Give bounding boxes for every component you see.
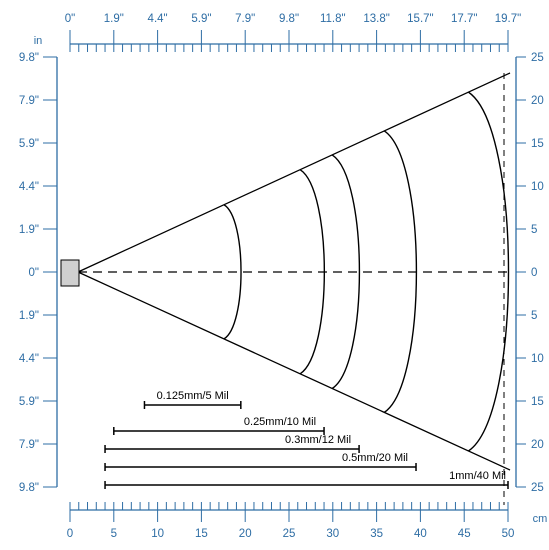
range-bars: 0.125mm/5 Mil 0.25mm/10 Mil 0.3mm/12 Mil 0.… (104, 390, 509, 489)
left-axis-label: 5.9" (19, 396, 39, 408)
range-arc (383, 130, 418, 413)
bottom-axis-label: 30 (326, 528, 339, 540)
top-axis-label: 1.9" (104, 13, 124, 25)
inch-unit-label: in (34, 35, 43, 47)
range-bar: 1mm/40 Mil (104, 470, 509, 489)
scanner-icon (60, 259, 80, 287)
range-arc (331, 154, 361, 390)
right-axis-label: 25 (531, 52, 544, 64)
scan-field (77, 72, 511, 505)
right-axis-label: 5 (531, 310, 537, 322)
top-axis-label: 5.9" (191, 13, 211, 25)
top-axis-label: 9.8" (279, 13, 299, 25)
bottom-axis-label: 35 (370, 528, 383, 540)
top-axis-label: 7.9" (235, 13, 255, 25)
bottom-axis-label: 5 (111, 528, 117, 540)
range-bar-label: 0.3mm/12 Mil (285, 434, 351, 446)
left-axis-label: 0" (29, 267, 39, 279)
bottom-cm-ruler: 0 5 10 15 20 25 30 35 40 45 50 (67, 502, 515, 540)
right-axis-label: 15 (531, 396, 544, 408)
bottom-axis-label: 25 (283, 528, 296, 540)
left-axis-label: 1.9" (19, 310, 39, 322)
left-axis-label: 7.9" (19, 95, 39, 107)
left-axis-label: 5.9" (19, 138, 39, 150)
cm-unit-label: cm (533, 513, 548, 525)
left-axis-label: 9.8" (19, 482, 39, 494)
field-upper-edge (77, 72, 511, 273)
range-arc (223, 204, 242, 340)
top-axis-label: 4.4" (148, 13, 168, 25)
right-axis-label: 20 (531, 439, 544, 451)
range-bar-label: 1mm/40 Mil (449, 470, 506, 482)
range-bar-label: 0.125mm/5 Mil (157, 390, 229, 402)
left-axis-label: 7.9" (19, 439, 39, 451)
left-axis-label: 4.4" (19, 353, 39, 365)
right-axis-label: 5 (531, 224, 537, 236)
left-axis-label: 4.4" (19, 181, 39, 193)
range-bar: 0.25mm/10 Mil (113, 416, 325, 435)
right-axis-label: 10 (531, 353, 544, 365)
range-bar-label: 0.25mm/10 Mil (244, 416, 316, 428)
bottom-axis-label: 20 (239, 528, 252, 540)
right-axis-label: 10 (531, 181, 544, 193)
range-bar-label: 0.5mm/20 Mil (342, 452, 408, 464)
bottom-axis-label: 45 (458, 528, 471, 540)
right-axis-label: 25 (531, 482, 544, 494)
top-axis-label: 15.7" (407, 13, 433, 25)
left-inch-axis: 9.8" 7.9" 5.9" 4.4" 1.9" 0" 1.9" 4.4" 5.9" 7.9" 9.… (19, 52, 58, 494)
bottom-axis-label: 50 (502, 528, 515, 540)
right-axis-label: 20 (531, 95, 544, 107)
top-axis-label: 19.7" (495, 13, 521, 25)
top-axis-label: 0" (65, 13, 75, 25)
range-bar: 0.3mm/12 Mil (104, 434, 360, 453)
range-bar: 0.125mm/5 Mil (143, 390, 242, 409)
range-arc (299, 169, 326, 375)
top-axis-label: 11.8" (320, 13, 346, 25)
right-cm-axis: 25 20 15 10 5 0 5 10 15 20 25 (515, 52, 544, 494)
right-axis-label: 0 (531, 267, 537, 279)
bottom-axis-label: 0 (67, 528, 73, 540)
right-axis-label: 15 (531, 138, 544, 150)
range-bar: 0.5mm/20 Mil (104, 452, 417, 471)
range-arc (468, 91, 510, 452)
bottom-axis-label: 10 (151, 528, 164, 540)
bottom-axis-label: 40 (414, 528, 427, 540)
left-axis-label: 1.9" (19, 224, 39, 236)
left-axis-label: 9.8" (19, 52, 39, 64)
top-inch-ruler: 0" 1.9" 4.4" 5.9" 7.9" 9.8" 11.8" 13.8" 15.7" 17.… (65, 13, 521, 52)
top-axis-label: 17.7" (451, 13, 477, 25)
field-lower-edge (77, 271, 511, 471)
bottom-axis-label: 15 (195, 528, 208, 540)
top-axis-label: 13.8" (363, 13, 389, 25)
